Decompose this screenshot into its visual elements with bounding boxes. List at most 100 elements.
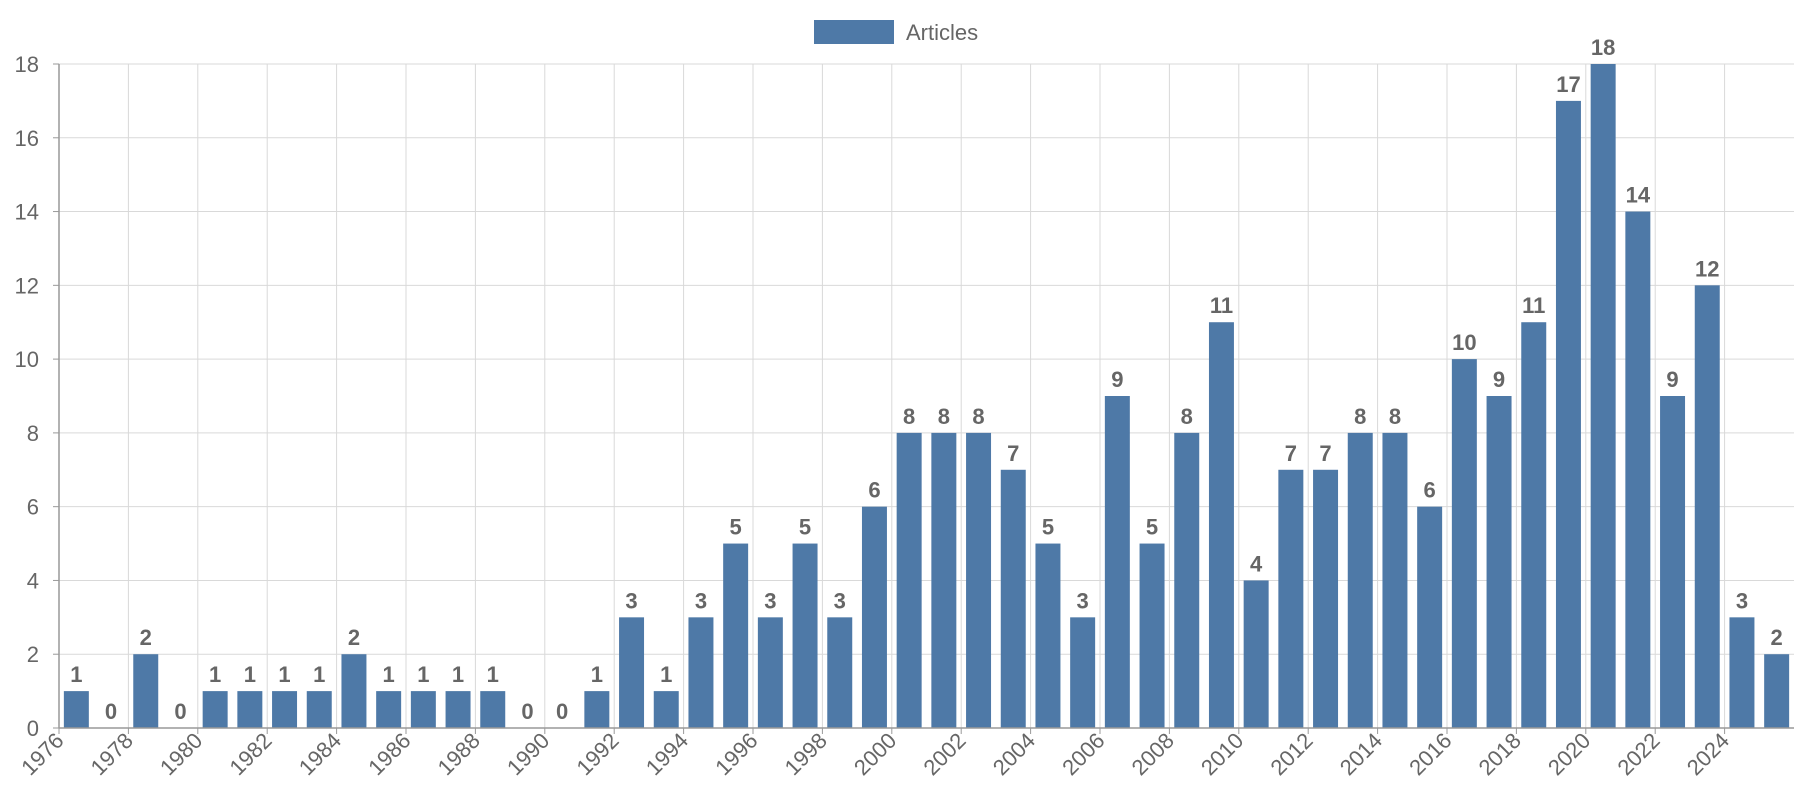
bar-1986[interactable] <box>410 691 436 728</box>
x-tick-label-1986: 1986 <box>363 728 415 780</box>
x-tick-label-2018: 2018 <box>1474 728 1526 780</box>
data-label-2015: 6 <box>1424 478 1436 503</box>
bar-1985[interactable] <box>376 691 402 728</box>
bar-2022[interactable] <box>1660 396 1686 728</box>
bar-1998[interactable] <box>827 617 853 728</box>
y-axis-tick-labels: 0 2 4 6 8 10 12 14 16 18 <box>15 52 39 741</box>
bar-1984[interactable] <box>341 654 367 728</box>
bar-1978[interactable] <box>133 654 159 728</box>
data-label-1981: 1 <box>244 662 256 687</box>
x-tick-label-1988: 1988 <box>433 728 485 780</box>
bar-2006[interactable] <box>1104 396 1130 728</box>
bar-2005[interactable] <box>1070 617 1096 728</box>
data-label-1982: 1 <box>278 662 290 687</box>
data-label-2013: 8 <box>1354 404 1366 429</box>
bar-1997[interactable] <box>792 543 818 728</box>
bar-1987[interactable] <box>445 691 471 728</box>
bar-2023[interactable] <box>1694 285 1720 728</box>
data-label-2021: 14 <box>1626 183 1651 208</box>
bar-2015[interactable] <box>1417 506 1443 728</box>
x-tick-label-2010: 2010 <box>1196 728 1248 780</box>
data-label-1985: 1 <box>383 662 395 687</box>
bar-2010[interactable] <box>1243 580 1269 728</box>
bar-1983[interactable] <box>306 691 332 728</box>
bar-2019[interactable] <box>1555 100 1581 728</box>
bar-1976[interactable] <box>63 691 89 728</box>
bar-2018[interactable] <box>1521 322 1547 728</box>
bar-1988[interactable] <box>480 691 506 728</box>
y-tick-label-6: 6 <box>27 495 39 520</box>
x-tick-label-1982: 1982 <box>224 728 276 780</box>
data-label-2016: 10 <box>1452 330 1476 355</box>
bar-2009[interactable] <box>1208 322 1234 728</box>
bar-2021[interactable] <box>1625 211 1651 729</box>
data-label-1991: 1 <box>591 662 603 687</box>
bar-2025[interactable] <box>1764 654 1790 728</box>
x-tick-label-1984: 1984 <box>294 728 346 780</box>
bar-2011[interactable] <box>1278 469 1304 728</box>
data-label-2018: 11 <box>1522 293 1545 318</box>
data-label-2023: 12 <box>1695 256 1719 281</box>
bar-1999[interactable] <box>861 506 887 728</box>
bar-2003[interactable] <box>1000 469 1026 728</box>
data-label-1996: 3 <box>764 588 776 613</box>
legend-label-articles[interactable]: Articles <box>906 20 978 45</box>
bar-1980[interactable] <box>202 691 228 728</box>
legend-swatch-articles[interactable] <box>814 20 894 44</box>
bar-1995[interactable] <box>723 543 749 728</box>
x-tick-label-2014: 2014 <box>1335 728 1387 780</box>
x-tick-label-2008: 2008 <box>1127 728 1179 780</box>
bar-2017[interactable] <box>1486 396 1512 728</box>
data-label-2014: 8 <box>1389 404 1401 429</box>
bar-1996[interactable] <box>757 617 783 728</box>
data-label-1997: 5 <box>799 515 811 540</box>
bar-2004[interactable] <box>1035 543 1061 728</box>
x-tick-label-1980: 1980 <box>155 728 207 780</box>
bar-2001[interactable] <box>931 432 957 728</box>
data-label-2001: 8 <box>938 404 950 429</box>
y-tick-label-12: 12 <box>15 273 39 298</box>
bar-1994[interactable] <box>688 617 714 728</box>
data-label-2010: 4 <box>1250 551 1263 576</box>
bar-2008[interactable] <box>1174 432 1200 728</box>
data-label-2000: 8 <box>903 404 915 429</box>
bar-2002[interactable] <box>966 432 992 728</box>
bar-2000[interactable] <box>896 432 922 728</box>
bar-1992[interactable] <box>619 617 645 728</box>
x-tick-label-2006: 2006 <box>1057 728 1109 780</box>
data-label-1994: 3 <box>695 588 707 613</box>
bars <box>63 64 1790 729</box>
bar-2024[interactable] <box>1729 617 1755 728</box>
data-label-2024: 3 <box>1736 588 1748 613</box>
legend[interactable]: Articles <box>814 20 978 45</box>
data-label-2011: 7 <box>1285 441 1297 466</box>
bar-1993[interactable] <box>653 691 679 728</box>
x-tick-label-1978: 1978 <box>86 728 138 780</box>
bar-1991[interactable] <box>584 691 610 728</box>
data-label-2009: 11 <box>1210 293 1233 318</box>
x-tick-label-1998: 1998 <box>780 728 832 780</box>
data-label-1999: 6 <box>868 478 880 503</box>
y-tick-label-10: 10 <box>15 347 39 372</box>
data-label-2017: 9 <box>1493 367 1505 392</box>
bar-2012[interactable] <box>1313 469 1339 728</box>
x-tick-label-2002: 2002 <box>918 728 970 780</box>
data-label-1984: 2 <box>348 625 360 650</box>
x-tick-label-2024: 2024 <box>1682 728 1734 780</box>
x-tick-label-2016: 2016 <box>1404 728 1456 780</box>
bar-1981[interactable] <box>237 691 263 728</box>
x-tick-label-2022: 2022 <box>1612 728 1664 780</box>
bar-2013[interactable] <box>1347 432 1373 728</box>
data-label-1978: 2 <box>140 625 152 650</box>
bar-2020[interactable] <box>1590 64 1616 728</box>
data-label-2005: 3 <box>1077 588 1089 613</box>
bar-2007[interactable] <box>1139 543 1165 728</box>
data-label-2012: 7 <box>1319 441 1331 466</box>
y-tick-label-4: 4 <box>27 568 39 593</box>
bar-2014[interactable] <box>1382 432 1408 728</box>
bar-1982[interactable] <box>272 691 298 728</box>
x-tick-label-1996: 1996 <box>710 728 762 780</box>
bar-2016[interactable] <box>1451 359 1477 728</box>
